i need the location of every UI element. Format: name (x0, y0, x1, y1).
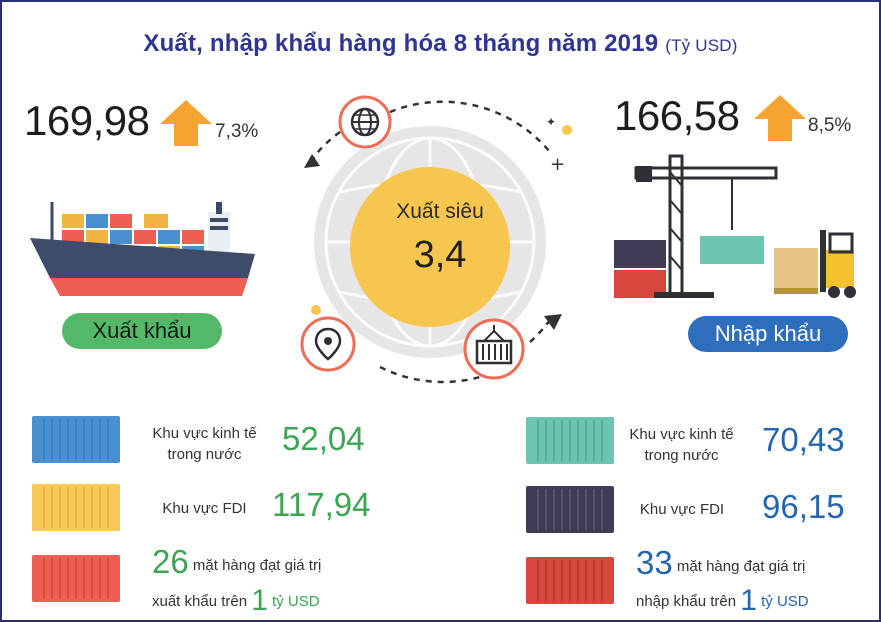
import-items-count: 33 (636, 544, 673, 581)
container-ribs (43, 487, 109, 528)
export-domestic-container-icon (32, 416, 120, 463)
label-line1: Khu vực kinh tế (152, 425, 257, 442)
export-domestic-label: Khu vực kinh tế trong nước (142, 423, 267, 465)
export-domestic-value: 52,04 (282, 420, 365, 457)
title-main: Xuất, nhập khẩu hàng hóa 8 tháng năm 201… (143, 30, 659, 57)
import-pill: Nhập khẩu (688, 316, 848, 352)
import-total: 166,58 (614, 92, 740, 139)
page-title: Xuất, nhập khẩu hàng hóa 8 tháng năm 201… (2, 30, 879, 58)
export-items-amount: 1 (251, 584, 268, 617)
container-ribs (537, 560, 603, 601)
export-items-line2: xuất khẩu trên 1 tỷ USD (152, 584, 320, 618)
import-fdi-label: Khu vực FDI (627, 499, 737, 520)
container-ribs (537, 489, 603, 530)
import-items-text1: mặt hàng đạt giá trị (676, 558, 806, 575)
export-fdi-value: 117,94 (272, 486, 371, 523)
export-growth: 7,3% (215, 121, 259, 142)
container-ribs (537, 420, 603, 461)
label-line1: Khu vực FDI (639, 501, 725, 518)
import-up-arrow-icon (754, 95, 806, 141)
port-crane-icon (614, 154, 856, 298)
label-line1: Khu vực FDI (162, 500, 247, 517)
title-unit: (Tỷ USD) (665, 36, 738, 55)
import-items-unit: tỷ USD (761, 593, 809, 610)
import-fdi-container-icon (526, 486, 614, 533)
import-domestic-container-icon (526, 417, 614, 464)
export-fdi-label: Khu vực FDI (142, 498, 267, 519)
import-items-line2: nhập khẩu trên 1 tỷ USD (636, 584, 809, 618)
svg-text:✦: ✦ (546, 115, 556, 129)
export-items-text1: mặt hàng đạt giá trị (192, 557, 322, 574)
cargo-ship-icon (30, 202, 255, 296)
export-total: 169,98 (24, 97, 150, 144)
label-line2: trong nước (644, 447, 719, 464)
export-up-arrow-icon (160, 100, 212, 146)
export-items-unit: tỷ USD (272, 593, 320, 610)
import-domestic-value: 70,43 (762, 421, 845, 458)
svg-text:+: + (550, 154, 565, 175)
export-items-line1: 26 mặt hàng đạt giá trị (152, 543, 321, 581)
import-growth: 8,5% (808, 115, 852, 136)
location-pin-icon (300, 316, 356, 372)
import-fdi-value: 96,15 (762, 488, 845, 525)
trade-balance-circle: ✦ + (304, 100, 572, 384)
import-items-text2: nhập khẩu trên (636, 593, 737, 610)
trade-surplus-label: Xuất siêu (396, 200, 484, 223)
label-line2: trong nước (167, 446, 242, 463)
import-domestic-label: Khu vực kinh tế trong nước (619, 424, 744, 466)
export-items-count: 26 (152, 543, 189, 580)
container-ribs (43, 558, 109, 599)
trade-surplus-value: 3,4 (413, 234, 467, 276)
container-ribs (43, 419, 109, 460)
label-line1: Khu vực kinh tế (629, 426, 734, 443)
import-items-amount: 1 (740, 584, 757, 617)
export-items-container-icon (32, 555, 120, 602)
import-items-line1: 33 mặt hàng đạt giá trị (636, 544, 805, 582)
export-pill: Xuất khẩu (62, 313, 222, 349)
export-items-text2: xuất khẩu trên (152, 593, 248, 610)
globe-icon (338, 95, 392, 149)
import-items-container-icon (526, 557, 614, 604)
export-fdi-container-icon (32, 484, 120, 531)
shipping-container-icon (463, 318, 525, 380)
